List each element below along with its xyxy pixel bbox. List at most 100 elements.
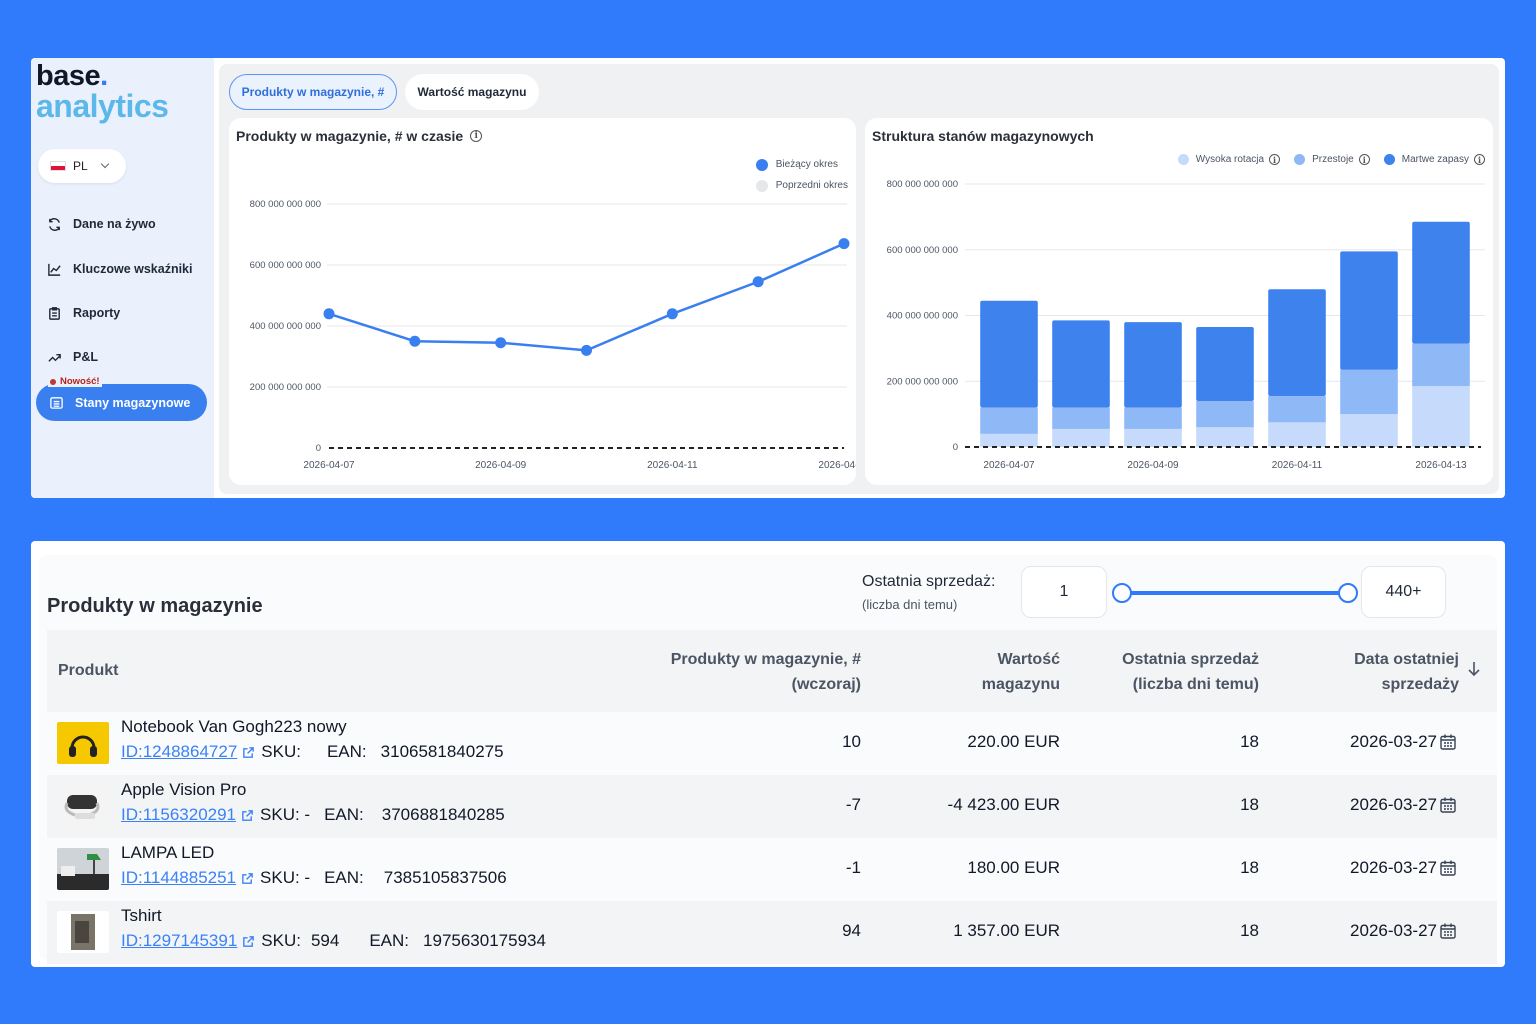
bar-segment-idle — [1124, 407, 1182, 429]
range-slider-max-handle[interactable] — [1338, 583, 1358, 603]
legend-item-idle[interactable]: Przestoje i — [1294, 154, 1370, 165]
info-icon[interactable]: i — [1358, 154, 1370, 165]
stock-value: 1 357.00 EUR — [953, 921, 1060, 940]
chart-legend: Wysoka rotacja i Przestoje i Martwe zapasy… — [1164, 154, 1485, 165]
column-header-last-sale-days[interactable]: Ostatnia sprzedaż (liczba dni temu) — [1122, 651, 1259, 693]
y-tick-label: 800 000 000 000 — [887, 179, 958, 190]
legend-swatch — [755, 158, 768, 171]
table-row[interactable]: Tshirt ID:1297145391 SKU: 594 EAN: 19756… — [47, 901, 1497, 964]
table-header: Produkt Produkty w magazynie, # (wczoraj)… — [47, 630, 1497, 712]
nav-item-stock[interactable]: Stany magazynowe — [36, 384, 207, 421]
column-header-last-sale-date[interactable]: Data ostatniej sprzedaży — [1354, 651, 1459, 693]
external-link-icon[interactable] — [242, 935, 255, 948]
table-row[interactable]: Notebook Van Gogh223 nowy ID:1248864727 … — [47, 712, 1497, 775]
calendar-icon[interactable] — [1439, 922, 1457, 940]
legend-item-previous[interactable]: Poprzedni okres — [755, 175, 848, 196]
range-slider-track[interactable] — [1121, 591, 1349, 595]
legend-swatch — [1383, 154, 1395, 165]
product-id-link[interactable]: ID:1156320291 — [121, 805, 237, 824]
days-since-sale: 18 — [1240, 732, 1259, 751]
column-header-product[interactable]: Produkt — [58, 662, 119, 679]
legend-item-current[interactable]: Bieżący okres — [755, 154, 848, 175]
product-meta: ID:1248864727 SKU: EAN: 3106581840275 — [121, 742, 504, 762]
filter-max-input[interactable]: 440+ — [1361, 566, 1446, 618]
y-tick-label: 600 000 000 000 — [250, 260, 321, 271]
chart-title: Produkty w magazynie, # w czasie i — [236, 128, 483, 144]
stock-value: -4 423.00 EUR — [947, 795, 1060, 814]
external-link-icon[interactable] — [241, 872, 254, 885]
trend-up-icon — [48, 353, 61, 362]
ean-label: EAN: — [324, 805, 364, 824]
nav-item-reports[interactable]: Raporty — [47, 301, 120, 325]
nav-item-kpi[interactable]: Kluczowe wskaźniki — [47, 257, 192, 281]
nav-label: P&L — [73, 350, 98, 364]
product-name: LAMPA LED — [121, 843, 215, 862]
product-name: Apple Vision Pro — [121, 780, 247, 799]
headphones-thumbnail — [57, 722, 109, 764]
data-point — [323, 308, 335, 320]
sku-label: SKU: - — [260, 868, 311, 887]
stock-qty: -1 — [845, 858, 861, 877]
dashboard-card: base. analytics PL Dane na żywo Kluczowe… — [31, 58, 1505, 498]
product-id-link[interactable]: ID:1297145391 — [121, 931, 238, 950]
tab-stock-count[interactable]: Produkty w magazynie, # — [229, 74, 397, 110]
external-link-icon[interactable] — [242, 746, 255, 759]
x-tick-label: 2026-04-07 — [983, 460, 1035, 471]
table-row[interactable]: LAMPA LED ID:1144885251 SKU: - EAN: 7385… — [47, 838, 1497, 901]
bar-segment-high-rotation — [1268, 422, 1326, 447]
language-selector[interactable]: PL — [38, 149, 126, 183]
product-id-link[interactable]: ID:1144885251 — [121, 868, 237, 887]
nav-item-live-data[interactable]: Dane na żywo — [47, 212, 156, 236]
calendar-icon[interactable] — [1439, 733, 1457, 751]
calendar-icon[interactable] — [1439, 796, 1457, 814]
data-point — [752, 276, 764, 288]
calendar-icon[interactable] — [1439, 859, 1457, 877]
x-tick-label: 2026-04-13 — [818, 460, 856, 471]
bar-segment-high-rotation — [1124, 428, 1182, 447]
bar-segment-idle — [1412, 343, 1470, 387]
bar-segment-dead-stock — [1124, 322, 1182, 408]
stock-qty: 10 — [842, 732, 861, 751]
column-header-stock-qty[interactable]: Produkty w magazynie, # (wczoraj) — [670, 651, 861, 693]
product-name: Tshirt — [121, 906, 162, 925]
y-tick-label: 0 — [316, 443, 321, 454]
product-id-link[interactable]: ID:1248864727 — [121, 742, 238, 761]
filter-sublabel: (liczba dni temu) — [862, 597, 958, 612]
info-icon[interactable]: i — [1474, 154, 1485, 165]
tab-stock-value[interactable]: Wartość magazynu — [405, 74, 539, 110]
bar-segment-idle — [1268, 396, 1326, 423]
column-header-stock-value[interactable]: Wartość magazynu — [981, 651, 1060, 693]
table-row[interactable]: Apple Vision Pro ID:1156320291 SKU: - EA… — [47, 775, 1497, 838]
product-meta: ID:1144885251 SKU: - EAN: 7385105837506 — [121, 868, 507, 888]
range-slider-min-handle[interactable] — [1112, 583, 1132, 603]
bar-segment-dead-stock — [980, 300, 1038, 408]
bar-segment-high-rotation — [1412, 386, 1470, 447]
logo-subtitle: analytics — [36, 88, 169, 124]
info-icon[interactable]: i — [1269, 154, 1281, 165]
new-badge: Nowość! — [48, 376, 102, 387]
info-icon[interactable]: i — [470, 130, 483, 142]
stock-qty: 94 — [842, 921, 861, 940]
external-link-icon[interactable] — [241, 809, 254, 822]
logo[interactable]: base. — [36, 60, 108, 92]
bar-segment-dead-stock — [1196, 327, 1254, 401]
legend-item-high-rotation[interactable]: Wysoka rotacja i — [1177, 154, 1281, 165]
headset-thumbnail — [57, 785, 109, 827]
sort-desc-icon[interactable] — [1467, 660, 1481, 678]
ean-value: 7385105837506 — [383, 868, 507, 887]
legend-item-dead-stock[interactable]: Martwe zapasy i — [1383, 154, 1485, 165]
filter-min-input[interactable]: 1 — [1021, 566, 1107, 618]
sku-label: SKU: — [261, 742, 301, 761]
bar-segment-dead-stock — [1340, 251, 1398, 370]
y-tick-label: 600 000 000 000 — [887, 245, 958, 256]
sidebar: base. analytics PL Dane na żywo Kluczowe… — [31, 58, 214, 498]
lamp-thumbnail — [57, 848, 109, 890]
x-tick-label: 2026-04-11 — [647, 460, 698, 471]
nav-item-pnl[interactable]: P&L — [47, 345, 98, 369]
refresh-icon — [49, 217, 60, 231]
filter-label: Ostatnia sprzedaż: — [862, 573, 996, 590]
section-title: Produkty w magazynie — [47, 595, 263, 617]
data-point — [581, 344, 592, 356]
product-meta: ID:1156320291 SKU: - EAN: 3706881840285 — [121, 805, 505, 825]
y-tick-label: 200 000 000 000 — [887, 376, 958, 387]
